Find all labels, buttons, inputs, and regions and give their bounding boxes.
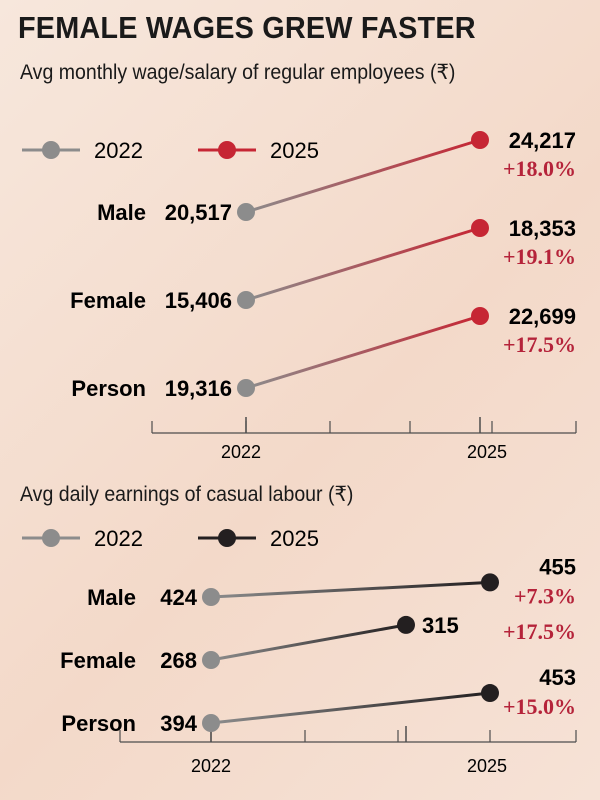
regular-legend-2025-marker — [218, 141, 236, 159]
regular-row-label-female: Female — [70, 288, 146, 313]
casual-tick-label-2022: 2022 — [191, 756, 231, 776]
regular-value-2025-person: 22,699 — [509, 304, 576, 329]
casual-marker-2022-person — [202, 714, 220, 732]
regular-row-label-person: Person — [71, 376, 146, 401]
regular-marker-2022-person — [237, 379, 255, 397]
casual-value-2025-male: 455 — [539, 554, 576, 579]
casual-row-label-female: Female — [60, 648, 136, 673]
casual-connector-person — [210, 691, 491, 725]
casual-change-person: +15.0% — [503, 694, 576, 719]
regular-connector-female — [245, 226, 481, 302]
regular-marker-2022-female — [237, 291, 255, 309]
regular-value-2022-male: 20,517 — [165, 200, 232, 225]
regular-legend-2022-label: 2022 — [94, 138, 143, 163]
casual-value-2022-female: 268 — [160, 648, 197, 673]
regular-legend-2025-label: 2025 — [270, 138, 319, 163]
regular-chart-title: Avg monthly wage/salary of regular emplo… — [20, 61, 456, 84]
casual-tick-label-2025: 2025 — [467, 756, 507, 776]
casual-change-female: +17.5% — [503, 619, 576, 644]
casual-row-label-person: Person — [61, 711, 136, 736]
regular-connector-person — [245, 314, 481, 390]
regular-value-2025-female: 18,353 — [509, 216, 576, 241]
casual-value-2025-female: 315 — [422, 613, 459, 638]
regular-tick-label-2025: 2025 — [467, 442, 507, 462]
casual-legend-2022-marker — [42, 529, 60, 547]
casual-marker-2022-male — [202, 588, 220, 606]
casual-value-2022-male: 424 — [160, 585, 197, 610]
regular-marker-2022-male — [237, 203, 255, 221]
regular-value-2022-person: 19,316 — [165, 376, 232, 401]
regular-change-male: +18.0% — [503, 156, 576, 181]
regular-legend-2022-marker — [42, 141, 60, 159]
regular-marker-2025-person — [471, 307, 489, 325]
casual-connector-female — [210, 623, 407, 662]
casual-legend-2022-label: 2022 — [94, 526, 143, 551]
casual-chart-title: Avg daily earnings of casual labour (₹) — [20, 483, 354, 506]
regular-change-female: +19.1% — [503, 244, 576, 269]
casual-change-male: +7.3% — [514, 583, 576, 608]
casual-marker-2025-male — [481, 573, 499, 592]
casual-legend-2025-marker — [218, 529, 236, 547]
regular-value-2025-male: 24,217 — [509, 128, 576, 153]
casual-legend-2025-label: 2025 — [270, 526, 319, 551]
regular-marker-2025-male — [471, 131, 489, 149]
regular-marker-2025-female — [471, 219, 489, 237]
regular-tick-label-2022: 2022 — [221, 442, 261, 462]
casual-value-2025-person: 453 — [539, 665, 576, 690]
casual-marker-2025-female — [397, 615, 415, 634]
casual-marker-2025-person — [481, 684, 499, 703]
page-title: FEMALE WAGES GREW FASTER — [18, 10, 476, 45]
regular-row-label-male: Male — [97, 200, 146, 225]
casual-connector-male — [210, 580, 491, 599]
regular-change-person: +17.5% — [503, 332, 576, 357]
regular-value-2022-female: 15,406 — [165, 288, 232, 313]
casual-row-label-male: Male — [87, 585, 136, 610]
casual-value-2022-person: 394 — [160, 711, 197, 736]
regular-connector-male — [245, 138, 481, 214]
casual-marker-2022-female — [202, 651, 220, 669]
